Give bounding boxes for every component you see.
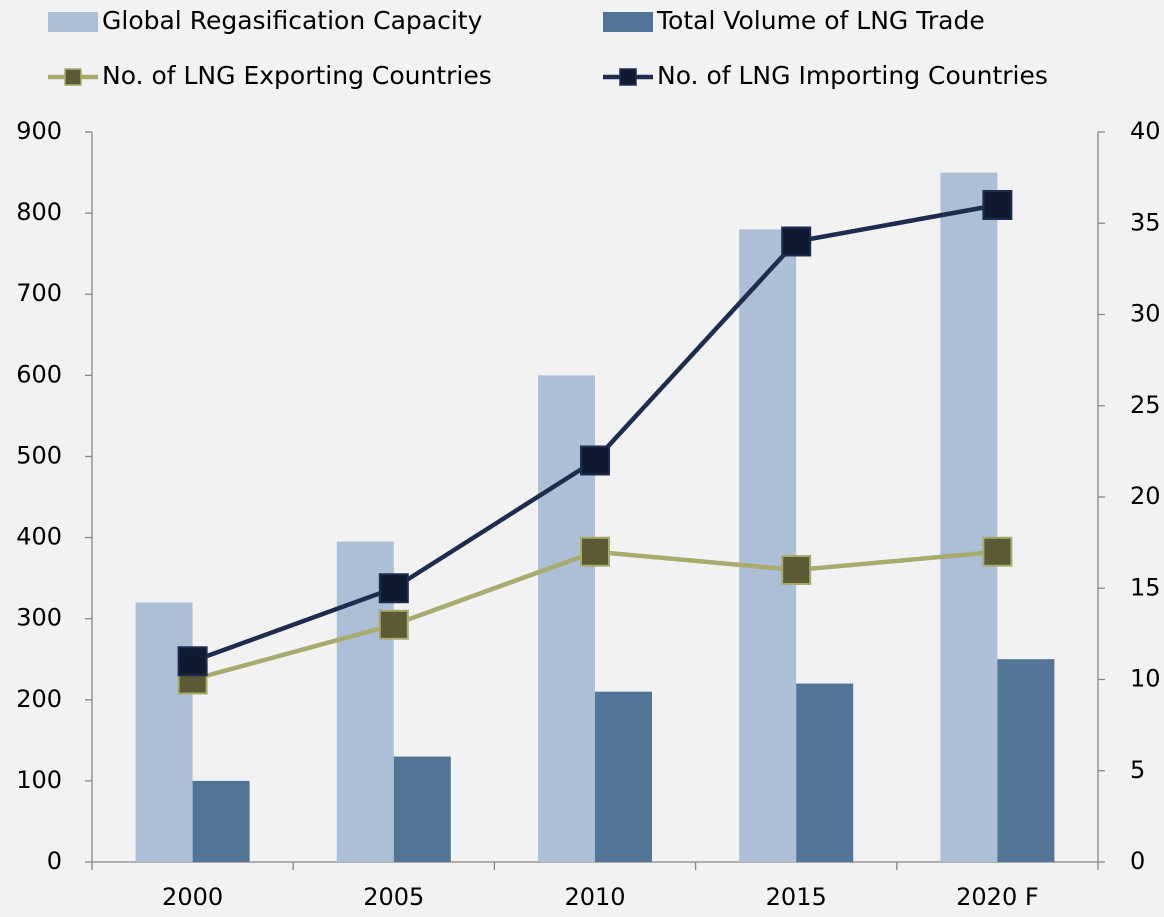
legend-marker [619,68,637,86]
legend-label: No. of LNG Importing Countries [657,61,1048,90]
y-tick-label: 100 [16,766,62,794]
bar [135,602,193,862]
x-tick-label: 2020 F [956,883,1039,911]
y-tick-label: 200 [16,685,62,713]
x-tick-label: 2000 [162,883,223,911]
y2-tick-label: 5 [1130,756,1145,784]
y-tick-label: 300 [16,604,62,632]
marker [580,445,610,476]
y2-tick-label: 40 [1130,117,1161,145]
bar [192,780,250,862]
bar [796,683,854,862]
legend-swatch [48,12,98,32]
x-tick-label: 2015 [766,883,827,911]
y-tick-label: 0 [47,847,62,875]
marker [177,646,208,677]
bar [739,229,797,863]
y2-tick-label: 0 [1130,847,1145,875]
marker [982,536,1013,567]
bar [940,172,998,863]
y2-tick-label: 15 [1130,573,1161,601]
y-tick-label: 700 [16,279,62,307]
marker [781,226,812,257]
y-tick-label: 600 [16,360,62,388]
marker [378,573,409,604]
y-tick-label: 900 [16,117,62,145]
marker [580,536,610,567]
y-tick-label: 800 [16,198,62,226]
marker [781,555,812,585]
marker [378,609,409,640]
y-tick-label: 500 [16,441,62,469]
y2-tick-label: 35 [1130,208,1161,236]
legend-swatch [603,12,653,32]
bar [997,659,1055,862]
legend-label: Total Volume of LNG Trade [656,6,985,35]
marker [982,190,1013,220]
bar [393,756,451,862]
y2-tick-label: 20 [1130,482,1161,510]
y-tick-label: 400 [16,523,62,551]
bar [595,691,652,862]
y2-tick-label: 25 [1130,391,1161,419]
x-tick-label: 2005 [363,883,424,911]
legend-label: No. of LNG Exporting Countries [102,61,492,90]
y2-tick-label: 30 [1130,300,1161,328]
x-tick-label: 2010 [564,883,625,911]
legend-marker [64,68,82,86]
legend-label: Global Regasification Capacity [102,6,483,35]
y2-tick-label: 10 [1130,665,1161,693]
